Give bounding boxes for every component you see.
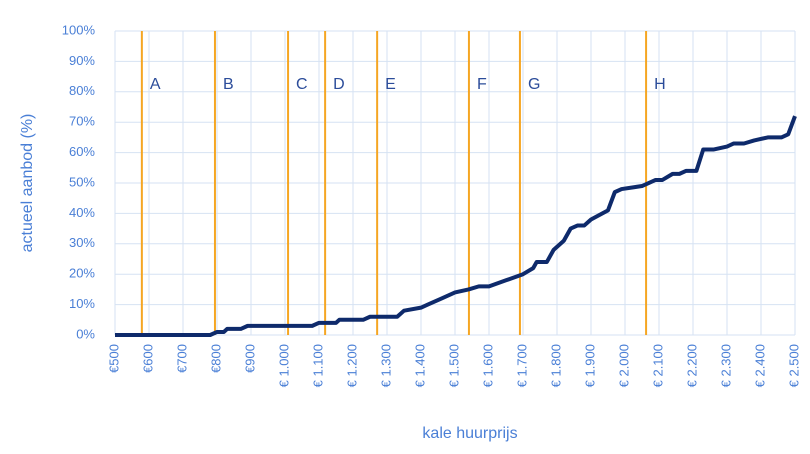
- reference-label: B: [223, 76, 234, 93]
- x-tick-label: € 2.200: [684, 344, 699, 387]
- data-line: [115, 115, 797, 337]
- x-tick-label: € 1.000: [276, 344, 291, 387]
- x-tick-label: €800: [208, 344, 223, 373]
- y-tick-label: 20%: [69, 266, 95, 281]
- reference-label: F: [477, 76, 487, 93]
- x-tick-label: € 2.400: [752, 344, 767, 387]
- y-tick-label: 90%: [69, 53, 95, 68]
- x-axis-label: kale huurprijs: [422, 425, 517, 442]
- x-tick-label: € 1.100: [310, 344, 325, 387]
- y-axis-label: actueel aanbod (%): [19, 114, 36, 253]
- x-tick-label: € 1.200: [344, 344, 359, 387]
- x-tick-label: € 2.000: [616, 344, 631, 387]
- x-tick-label: € 2.300: [718, 344, 733, 387]
- x-tick-label: € 2.100: [650, 344, 665, 387]
- reference-label: G: [528, 76, 540, 93]
- y-tick-label: 80%: [69, 83, 95, 98]
- reference-label: H: [654, 76, 666, 93]
- x-tick-label: €600: [140, 344, 155, 373]
- y-tick-label: 50%: [69, 174, 95, 189]
- reference-label: C: [296, 76, 308, 93]
- x-tick-label: € 1.600: [480, 344, 495, 387]
- y-tick-label: 10%: [69, 296, 95, 311]
- y-tick-label: 30%: [69, 235, 95, 250]
- y-tick-label: 60%: [69, 144, 95, 159]
- reference-label: A: [150, 76, 161, 93]
- x-tick-label: € 1.900: [582, 344, 597, 387]
- y-tick-label: 100%: [62, 22, 96, 37]
- x-tick-label: €900: [242, 344, 257, 373]
- x-tick-label: € 1.400: [412, 344, 427, 387]
- x-tick-label: € 1.800: [548, 344, 563, 387]
- reference-label: E: [385, 76, 396, 93]
- x-tick-label: € 2.500: [786, 344, 801, 387]
- y-tick-label: 70%: [69, 114, 95, 129]
- x-tick-label: € 1.700: [514, 344, 529, 387]
- reference-label: D: [333, 76, 345, 93]
- x-tick-label: € 1.500: [446, 344, 461, 387]
- x-tick-label: € 1.300: [378, 344, 393, 387]
- x-tick-label: €500: [106, 344, 121, 373]
- y-tick-label: 0%: [76, 326, 95, 341]
- x-tick-label: €700: [174, 344, 189, 373]
- y-tick-label: 40%: [69, 205, 95, 220]
